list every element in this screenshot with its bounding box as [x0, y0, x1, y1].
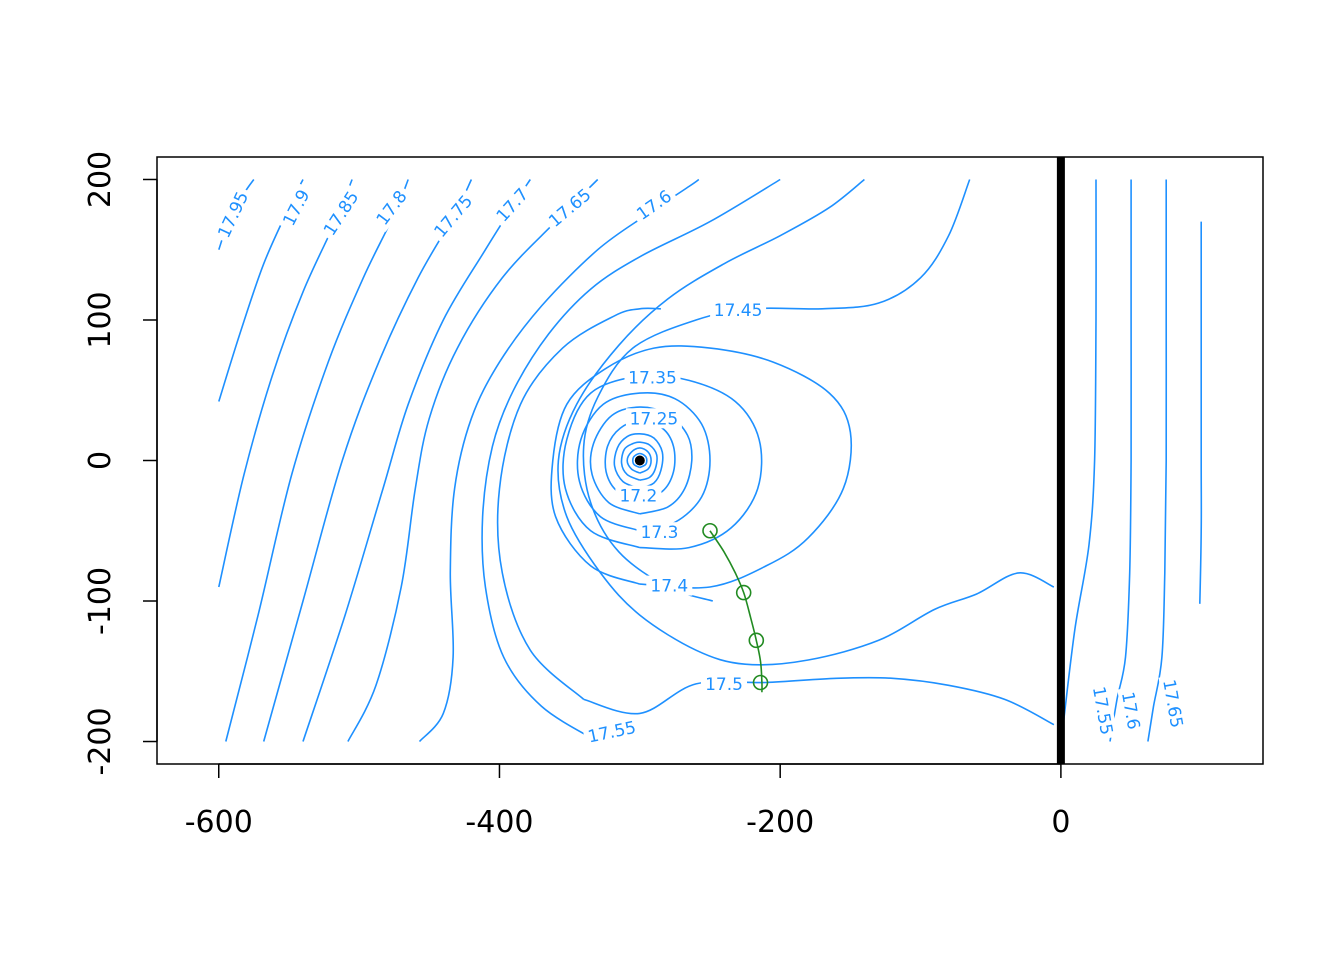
source-point: [635, 456, 645, 466]
contour-line: [482, 180, 780, 742]
contour-label-text: 17.95: [214, 189, 253, 242]
contour-label: 17.9: [277, 183, 317, 234]
contour-label-text: 17.85: [320, 188, 363, 240]
contour-label: 17.7: [489, 181, 535, 229]
contour-line: [1200, 222, 1202, 604]
contour-lines: [219, 180, 1202, 742]
contour-label-text: 17.3: [641, 523, 679, 543]
contour-label-text: 17.55: [586, 718, 638, 748]
contour-line: [348, 180, 598, 742]
contour-label-text: 17.35: [628, 369, 677, 389]
contour-label: 17.4: [646, 576, 692, 597]
x-tick-label: -600: [185, 805, 253, 840]
contour-label-text: 17.25: [630, 409, 679, 429]
contour-line: [584, 678, 1054, 725]
y-axis: -200 -100 0 100 200: [83, 151, 157, 776]
contour-label-text: 17.65: [1158, 678, 1186, 729]
y-tick-label: 100: [83, 291, 118, 348]
x-tick-label: 0: [1051, 805, 1070, 840]
contour-label-text: 17.2: [619, 487, 657, 507]
contour-label-text: 17.4: [650, 577, 688, 597]
contour-label-text: 17.6: [1117, 690, 1143, 731]
trajectory-path: [703, 524, 768, 693]
axes: -600 -400 -200 0 -200 -100 0 100 200: [83, 151, 1263, 840]
contour-label: 17.35: [625, 368, 681, 389]
contour-label: 17.55: [1087, 681, 1117, 740]
contour-label-text: 17.75: [431, 192, 478, 242]
x-axis: -600 -400 -200 0: [185, 764, 1071, 840]
contour-line: [303, 180, 530, 742]
contour-label: 17.3: [637, 522, 683, 543]
contour-line: [1110, 180, 1131, 742]
contour-line: [1064, 180, 1096, 721]
contour-label: 17.95: [212, 185, 255, 245]
contour-label: 17.6: [1116, 686, 1145, 735]
contour-label-text: 17.65: [545, 185, 595, 232]
y-tick-label: -100: [83, 567, 118, 635]
contour-label-text: 17.9: [279, 187, 314, 230]
contour-label: 17.75: [427, 188, 479, 244]
contour-label: 17.8: [370, 183, 414, 232]
contour-line: [551, 346, 851, 588]
contour-label: 17.5: [701, 674, 747, 695]
contour-label: 17.2: [615, 486, 661, 507]
contour-label: 17.65: [1158, 674, 1188, 733]
contour-label: 17.85: [317, 184, 365, 242]
contour-label: 17.55: [582, 716, 641, 748]
path-marker: [703, 524, 717, 538]
x-tick-label: -400: [465, 805, 533, 840]
y-tick-label: -200: [83, 707, 118, 775]
contour-label-text: 17.45: [714, 301, 763, 321]
path-line: [710, 531, 762, 693]
y-tick-label: 200: [83, 151, 118, 208]
contour-label: 17.65: [542, 182, 598, 234]
contour-line: [264, 180, 472, 742]
y-tick-label: 0: [83, 451, 118, 470]
x-tick-label: -200: [746, 805, 814, 840]
contour-label: 17.25: [626, 408, 682, 429]
contour-label-text: 17.5: [705, 675, 743, 695]
contour-label-text: 17.55: [1088, 685, 1116, 736]
contour-label: 17.45: [710, 300, 766, 321]
contour-line: [226, 180, 408, 742]
contour-line: [1148, 180, 1166, 742]
contour-labels: 17.95 17.9 17.85 17.8 17.75 17.7 17.65 17.617.5…: [212, 157, 1188, 764]
